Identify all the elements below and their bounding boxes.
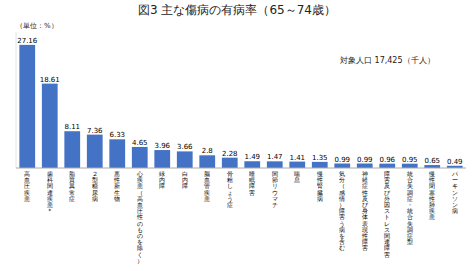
x-tick-label: 慢性閉塞性肺疾患 — [428, 170, 435, 220]
data-label: 18.61 — [40, 76, 60, 84]
x-axis-line — [16, 168, 466, 169]
bar — [199, 155, 215, 168]
x-tick-label: 悪性新生物 — [113, 170, 120, 202]
data-label: 0.96 — [379, 156, 395, 164]
data-label: 1.47 — [267, 153, 283, 161]
x-tick-label: 喘息 — [293, 170, 300, 183]
bar — [109, 139, 125, 168]
bar — [19, 45, 35, 168]
x-tick-label: 骨粗しょう症 — [227, 170, 233, 208]
data-label: 3.66 — [177, 143, 193, 151]
data-label: 3.96 — [154, 142, 170, 150]
bar — [402, 164, 418, 168]
data-label: 0.99 — [334, 156, 350, 164]
data-label: 8.11 — [64, 123, 80, 131]
x-tick-label: 関節リウマチ — [272, 170, 278, 208]
data-label: 27.16 — [17, 37, 38, 45]
data-label: 2.8 — [202, 147, 213, 155]
data-label: 1.49 — [244, 153, 260, 161]
x-tick-label: 統合失調症・統合失調症型 — [407, 170, 413, 245]
bar — [379, 164, 395, 168]
bar — [154, 150, 170, 168]
data-label: 2.28 — [222, 150, 238, 158]
bar — [87, 135, 103, 168]
x-tick-label: パーキンソン病 — [451, 170, 459, 214]
bar — [267, 161, 283, 168]
population-label: 対象人口 17,425（千人） — [340, 56, 435, 65]
bar — [289, 162, 305, 168]
x-tick-label: ２型糖尿病 — [92, 170, 98, 202]
bar — [244, 161, 260, 168]
x-tick-label: 障害及び外因ストレス関連障害 — [384, 170, 391, 258]
x-tick-label: 神経症性及び身体表現性障害 — [361, 170, 369, 251]
data-label: 7.36 — [87, 127, 103, 135]
x-tick-label: 気分（感情）障害う病を含む — [338, 170, 345, 251]
x-tick-label: 高血圧疾患 — [23, 170, 30, 202]
data-label: 0.99 — [357, 156, 373, 164]
data-label: 0.95 — [402, 156, 418, 164]
x-tick-label: 歯科関連疾患* — [46, 170, 53, 214]
data-label: 4.65 — [132, 139, 148, 147]
bar — [357, 164, 373, 168]
bar — [334, 164, 350, 168]
data-label: 0.65 — [424, 157, 440, 165]
title: 図3 主な傷病の有病率（65～74歳） — [138, 3, 336, 17]
unit-label: （単位：%） — [16, 22, 58, 30]
bar — [312, 162, 328, 168]
x-tick-label: 緑内障 — [158, 170, 165, 189]
x-tick-label: 慢性腎臓病 — [316, 170, 323, 202]
data-label: 1.41 — [289, 154, 305, 162]
x-tick-label: 脳血管疾患 — [203, 170, 210, 202]
data-label: 6.33 — [109, 131, 125, 139]
x-tick-label: 白内障 — [182, 170, 188, 189]
x-tick-label: 睡眠障害 — [249, 170, 255, 196]
data-labels: 27.16 18.61 8.11 7.36 6.33 4.65 3.96 3.66 2.8 2.2… — [17, 37, 462, 166]
bar — [42, 84, 58, 168]
bar — [64, 131, 80, 168]
data-label: 0.49 — [447, 158, 463, 166]
y-range-line — [16, 32, 17, 168]
x-tick-label: 心疾患（高血圧性のものを除く） — [136, 170, 143, 265]
chart: 図3 主な傷病の有病率（65～74歳） （単位：%） 対象人口 17,425（千人）… — [0, 0, 474, 271]
data-label: 1.35 — [312, 154, 328, 162]
bar — [222, 158, 238, 168]
x-tick-label: 脂質異常症 — [69, 170, 75, 202]
bars — [19, 45, 462, 168]
bar — [132, 147, 148, 168]
bar — [177, 151, 193, 168]
